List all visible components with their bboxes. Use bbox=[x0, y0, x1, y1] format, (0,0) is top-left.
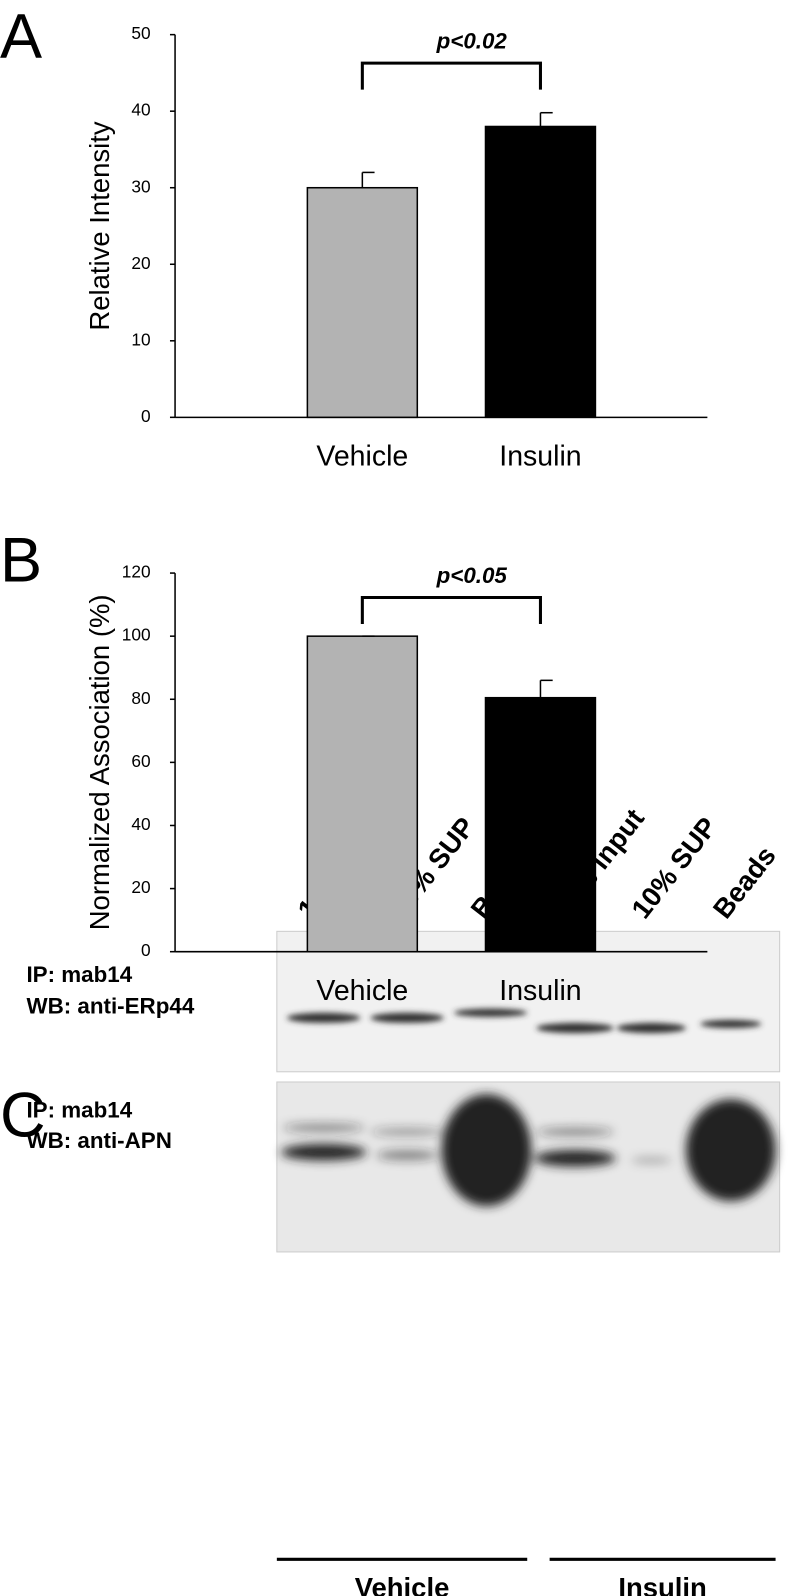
bands-bottom bbox=[280, 1094, 776, 1207]
panel-label: B bbox=[0, 526, 42, 596]
group-label: Insulin bbox=[618, 1572, 707, 1596]
y-tick-label: 0 bbox=[141, 940, 151, 960]
significance-bracket bbox=[360, 61, 542, 90]
blot-label: IP: mab14 bbox=[26, 962, 132, 987]
x-tick-label: Vehicle bbox=[316, 975, 408, 1007]
blot-label: WB: anti-ERp44 bbox=[26, 994, 194, 1019]
blot-top bbox=[276, 930, 781, 1073]
x-tick-label: Insulin bbox=[499, 975, 581, 1007]
y-tick-label: 20 bbox=[131, 877, 150, 897]
bar bbox=[306, 635, 419, 953]
y-tick-label: 40 bbox=[131, 100, 150, 120]
y-tick-label: 50 bbox=[131, 23, 150, 43]
panel-label: C bbox=[0, 1080, 46, 1150]
y-tick-label: 60 bbox=[131, 751, 150, 771]
error-bar bbox=[539, 679, 553, 698]
y-tick-label: 30 bbox=[131, 176, 150, 196]
annotation: p<0.05 bbox=[436, 563, 508, 588]
significance-bracket bbox=[360, 595, 542, 624]
lane-label: Beads bbox=[707, 840, 782, 924]
bar bbox=[306, 186, 419, 419]
panel-label: A bbox=[0, 1, 42, 71]
annotation: p<0.02 bbox=[436, 29, 508, 54]
x-tick-label: Insulin bbox=[499, 441, 581, 473]
bar bbox=[484, 696, 597, 953]
y-tick-label: 20 bbox=[131, 253, 150, 273]
blot-label: IP: mab14 bbox=[26, 1097, 132, 1122]
y-tick-label: 0 bbox=[141, 406, 151, 426]
y-axis-label: Relative Intensity bbox=[84, 121, 115, 330]
error-bar bbox=[361, 171, 375, 188]
y-tick-label: 40 bbox=[131, 814, 150, 834]
x-tick-label: Vehicle bbox=[316, 441, 408, 473]
y-tick-label: 100 bbox=[122, 625, 151, 645]
y-tick-label: 10 bbox=[131, 329, 150, 349]
group-label: Vehicle bbox=[355, 1572, 450, 1596]
y-axis-label: Normalized Association (%) bbox=[84, 594, 115, 930]
blot-label: WB: anti-APN bbox=[26, 1128, 171, 1153]
bands-top bbox=[287, 1008, 762, 1034]
error-bar bbox=[539, 111, 553, 127]
y-tick-label: 120 bbox=[122, 562, 151, 582]
y-tick-label: 80 bbox=[131, 688, 150, 708]
bar bbox=[484, 125, 597, 419]
